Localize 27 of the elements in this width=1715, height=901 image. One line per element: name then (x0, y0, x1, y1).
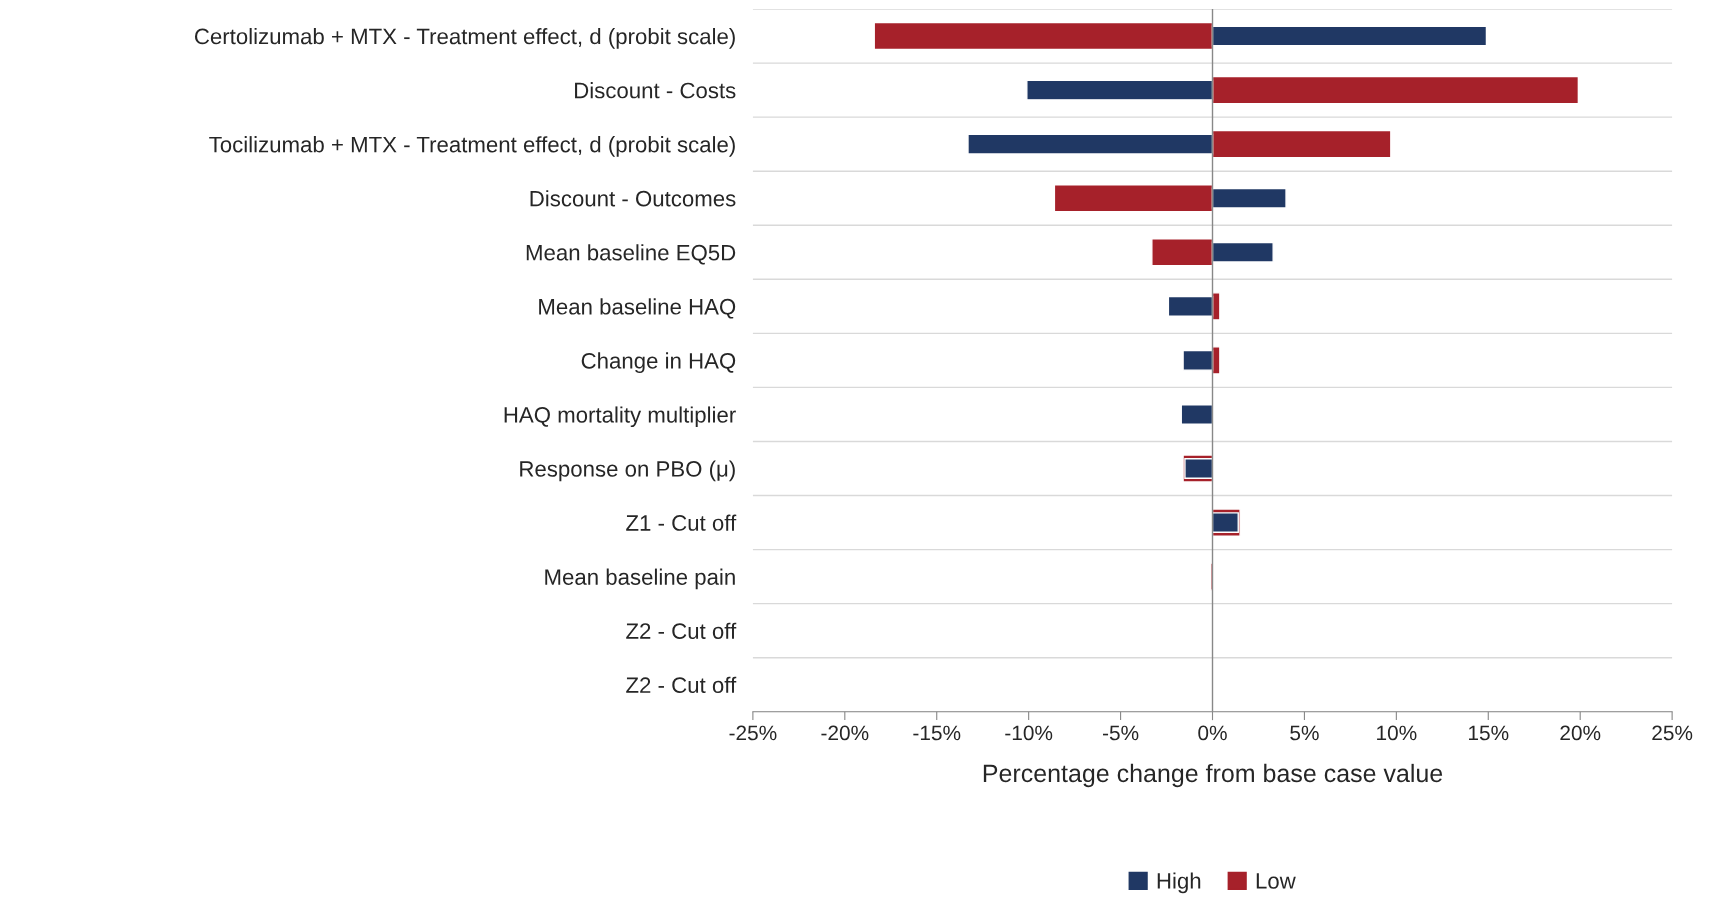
x-tick-label: -5% (1102, 725, 1139, 741)
x-tick-label: 10% (1377, 725, 1417, 741)
y-tick-label: Z2 - Cut off (626, 622, 737, 639)
y-tick-label: HAQ mortality multiplier (504, 406, 736, 428)
y-tick-label: Response on PBO (μ) (520, 460, 735, 482)
y-tick-label: Mean baseline HAQ (539, 298, 736, 319)
y-tick-label: Discount - Outcomes (530, 190, 736, 207)
y-tick-label: Z1 - Cut off (626, 514, 737, 531)
legend-label: Low (1256, 873, 1296, 889)
x-tick-label: -10% (1005, 725, 1053, 741)
y-tick-label: Mean baseline pain (545, 568, 735, 590)
y-tick-label: Discount - Costs (575, 82, 736, 99)
y-tick-label: Mean baseline EQ5D (526, 244, 736, 265)
x-axis-title: Percentage change from base case value (983, 763, 1443, 788)
y-tick-label: Z2 - Cut off (626, 676, 737, 694)
x-tick-label: -20% (821, 725, 869, 741)
legend-label: High (1157, 872, 1201, 894)
x-tick-label: 25% (1652, 725, 1693, 741)
x-tick-label: -25% (729, 725, 777, 741)
x-tick-label: 20% (1560, 725, 1601, 741)
x-tick-label: 15% (1469, 725, 1509, 741)
x-tick-label: 0% (1198, 725, 1227, 741)
y-tick-label: Change in HAQ (581, 352, 736, 374)
x-tick-label: -15% (913, 725, 961, 741)
x-tick-label: 5% (1290, 725, 1319, 741)
y-tick-label: Certolizumab + MTX - Treatment effect, d (probit scale) (194, 27, 735, 49)
y-tick-label: Tocilizumab + MTX - Treatment effect, d (probit scale) (209, 136, 735, 157)
